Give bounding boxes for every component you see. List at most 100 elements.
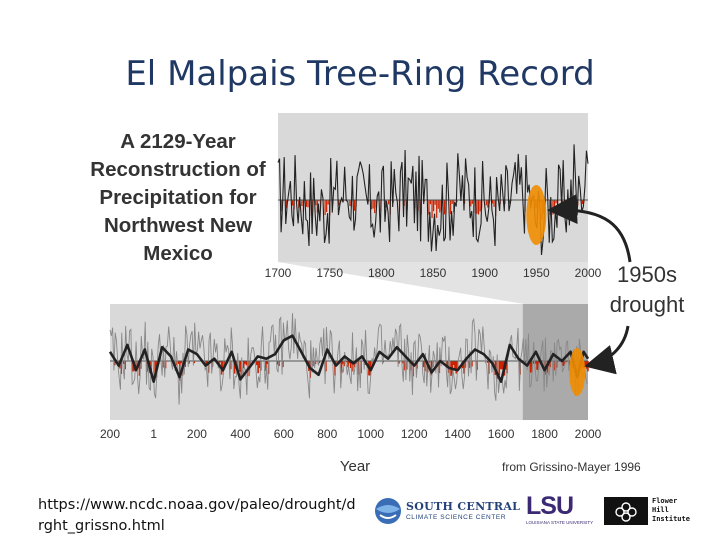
bottom-deficit-bar [446, 361, 448, 366]
bottom-tick-label: 200 [187, 427, 207, 441]
top-deficit-bar [491, 200, 494, 204]
bottom-deficit-bar [123, 361, 125, 365]
globe-icon [375, 498, 401, 524]
bottom-deficit-bar [486, 361, 489, 363]
bottom-tick-label: 1400 [444, 427, 471, 441]
bottom-deficit-bar [245, 361, 248, 366]
top-deficit-bar [324, 200, 326, 215]
bottom-deficit-bar [564, 361, 567, 363]
top-deficit-bar [327, 200, 329, 205]
drought-annotation: 1950s drought [609, 262, 685, 317]
top-deficit-bar [437, 200, 439, 209]
top-tick-label: 1900 [471, 266, 498, 280]
bottom-deficit-bar [340, 361, 343, 374]
bottom-deficit-bar [193, 361, 196, 364]
bottom-panel: 200 1 200 400 600 800 1000 1200 1400 1600 1800 2000 [100, 304, 602, 441]
top-tick-label: 1700 [265, 266, 292, 280]
top-deficit-bar [476, 200, 478, 214]
scc-logo-line1: SOUTH CENTRAL [406, 500, 521, 513]
bottom-tick-label: 2000 [575, 427, 602, 441]
top-deficit-bar [374, 200, 376, 214]
bottom-deficit-bar [177, 361, 180, 364]
top-axis-ticks: 1700 1750 1800 1850 1900 1950 2000 [265, 266, 602, 280]
top-deficit-bar [384, 200, 387, 208]
top-deficit-bar [479, 200, 481, 212]
bottom-deficit-bar [454, 361, 456, 369]
scc-logo-line2: CLIMATE SCIENCE CENTER [406, 514, 507, 521]
source-url[interactable]: https://www.ncdc.noaa.gov/paleo/drought/… [38, 497, 356, 534]
bottom-deficit-bar [206, 361, 209, 364]
top-tick-label: 1800 [368, 266, 395, 280]
bottom-deficit-bar [502, 361, 504, 371]
bottom-deficit-bar [562, 361, 564, 366]
bottom-deficit-bar [499, 361, 502, 370]
bottom-tick-label: 600 [274, 427, 294, 441]
bottom-deficit-bar [349, 361, 352, 369]
bottom-deficit-bar [188, 361, 190, 364]
x-axis-label: Year [339, 458, 371, 475]
bottom-deficit-bar [422, 361, 425, 368]
top-deficit-bar [485, 200, 487, 206]
top-tick-label: 1950 [523, 266, 550, 280]
top-deficit-bar [493, 200, 495, 207]
top-deficit-bar [281, 200, 283, 212]
top-deficit-bar [439, 200, 441, 213]
bottom-deficit-bar [154, 361, 156, 376]
drought-marker-top [526, 185, 547, 245]
top-deficit-bar [508, 200, 511, 204]
bottom-deficit-bar [258, 361, 261, 369]
bottom-deficit-bar [124, 361, 126, 370]
bottom-deficit-bar [132, 361, 134, 372]
bottom-deficit-bar [428, 361, 430, 363]
top-deficit-bar [470, 200, 472, 207]
bottom-deficit-bar [256, 361, 258, 366]
bottom-deficit-bar [233, 361, 236, 374]
bottom-deficit-bar [219, 361, 222, 363]
bottom-tick-label: 1 [150, 427, 157, 441]
bottom-tick-label: 800 [317, 427, 337, 441]
top-deficit-bar [471, 200, 473, 204]
bottom-deficit-bar [536, 361, 538, 370]
arrow-to-bottom-marker [584, 325, 630, 375]
top-deficit-bar [291, 200, 294, 206]
bottom-deficit-bar [335, 361, 338, 363]
bottom-tick-label: 400 [230, 427, 250, 441]
flower-icon-box [604, 497, 648, 525]
flower-icon [615, 502, 637, 522]
arrow-to-top-marker [547, 194, 632, 263]
top-deficit-bar [338, 200, 340, 206]
top-deficit-bar [315, 200, 317, 206]
bottom-deficit-bar [529, 361, 532, 373]
bottom-deficit-bar [184, 361, 186, 367]
bottom-deficit-bar [402, 361, 404, 364]
top-deficit-bar [434, 200, 436, 205]
bottom-deficit-bar [348, 361, 351, 364]
bottom-deficit-bar [242, 361, 245, 369]
bottom-tick-label: 200 [100, 427, 120, 441]
bottom-deficit-bar [587, 361, 589, 372]
flower-hill-institute-text: Flower Hill Institute [652, 497, 690, 523]
top-deficit-bar [428, 200, 430, 215]
south-central-csc-logo: SOUTH CENTRAL CLIMATE SCIENCE CENTER [372, 495, 520, 527]
bottom-deficit-bar [471, 361, 473, 367]
lsu-logo: LSU LOUISIANA STATE UNIVERSITY [526, 492, 594, 526]
lsu-logo-subtitle: LOUISIANA STATE UNIVERSITY [526, 520, 594, 525]
bottom-deficit-bar [239, 361, 241, 372]
top-deficit-bar [318, 200, 320, 202]
top-deficit-bar [443, 200, 446, 215]
top-deficit-bar [552, 200, 554, 215]
top-deficit-bar [388, 200, 390, 205]
bottom-deficit-bar [463, 361, 465, 374]
reconstruction-title: A 2129-Year Reconstruction of Precipitat… [90, 130, 266, 265]
bottom-annual-line [109, 313, 588, 405]
bottom-deficit-bar [138, 361, 141, 376]
top-tick-label: 2000 [575, 266, 602, 280]
top-deficit-bar [451, 200, 453, 204]
bottom-tick-label: 1000 [357, 427, 384, 441]
bottom-deficit-bar [501, 361, 503, 370]
top-tick-label: 1750 [316, 266, 343, 280]
bottom-deficit-bar [180, 361, 182, 364]
top-deficit-bar [316, 200, 318, 213]
bottom-deficit-bar [455, 361, 458, 374]
